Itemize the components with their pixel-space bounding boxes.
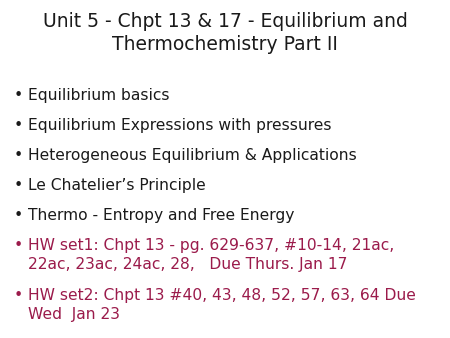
Text: •: • — [14, 88, 23, 103]
Text: Thermo - Entropy and Free Energy: Thermo - Entropy and Free Energy — [28, 208, 294, 223]
Text: Equilibrium Expressions with pressures: Equilibrium Expressions with pressures — [28, 118, 332, 133]
Text: •: • — [14, 288, 23, 303]
Text: Unit 5 - Chpt 13 & 17 - Equilibrium and
Thermochemistry Part II: Unit 5 - Chpt 13 & 17 - Equilibrium and … — [43, 12, 407, 54]
Text: •: • — [14, 148, 23, 163]
Text: Le Chatelier’s Principle: Le Chatelier’s Principle — [28, 178, 206, 193]
Text: •: • — [14, 238, 23, 253]
Text: HW set2: Chpt 13 #40, 43, 48, 52, 57, 63, 64 Due
Wed  Jan 23: HW set2: Chpt 13 #40, 43, 48, 52, 57, 63… — [28, 288, 416, 321]
Text: •: • — [14, 178, 23, 193]
Text: HW set1: Chpt 13 - pg. 629-637, #10-14, 21ac,
22ac, 23ac, 24ac, 28,   Due Thurs.: HW set1: Chpt 13 - pg. 629-637, #10-14, … — [28, 238, 394, 272]
Text: Heterogeneous Equilibrium & Applications: Heterogeneous Equilibrium & Applications — [28, 148, 357, 163]
Text: •: • — [14, 118, 23, 133]
Text: Equilibrium basics: Equilibrium basics — [28, 88, 170, 103]
Text: •: • — [14, 208, 23, 223]
